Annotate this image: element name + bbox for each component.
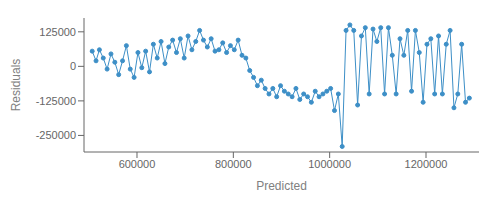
svg-text:800000: 800000 (215, 158, 252, 170)
svg-text:0: 0 (70, 60, 76, 72)
svg-text:1200000: 1200000 (405, 158, 448, 170)
svg-text:-250000: -250000 (36, 129, 76, 141)
svg-text:600000: 600000 (119, 158, 156, 170)
svg-text:Predicted: Predicted (256, 179, 307, 193)
svg-text:125000: 125000 (39, 26, 76, 38)
svg-text:1000000: 1000000 (308, 158, 351, 170)
svg-text:Residuals: Residuals (9, 59, 23, 112)
svg-text:-125000: -125000 (36, 95, 76, 107)
